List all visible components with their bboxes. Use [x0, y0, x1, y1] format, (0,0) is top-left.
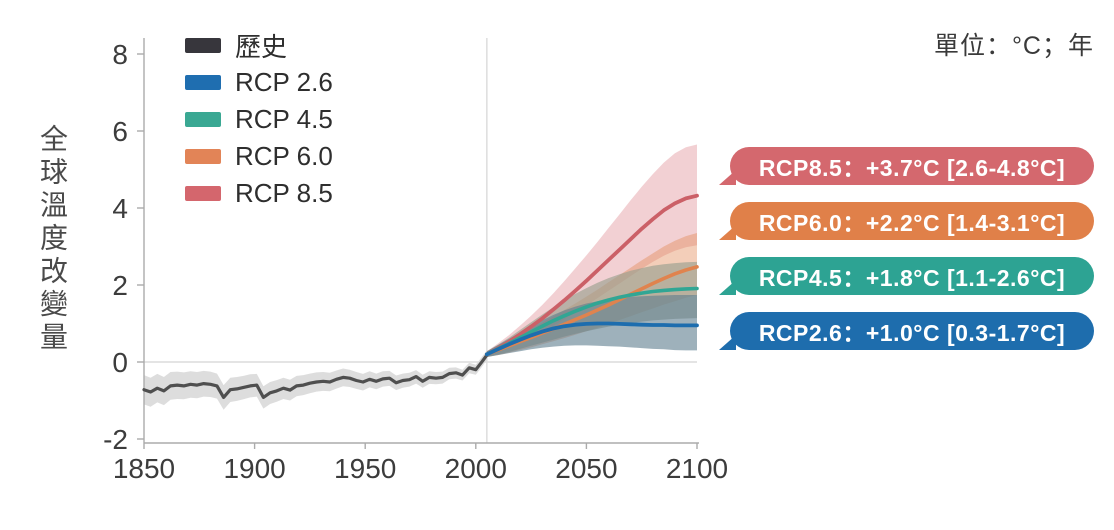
historical-band — [144, 350, 487, 410]
callout-rcp26: RCP2.6：+1.0°C [0.3-1.7°C] — [719, 312, 1094, 350]
legend-label: RCP 2.6 — [235, 67, 333, 97]
x-tick-label: 1850 — [113, 453, 175, 484]
y-tick-label: 0 — [112, 347, 128, 378]
legend-item-rcp60: RCP 6.0 — [185, 138, 333, 175]
legend: 歷史 RCP 2.6 RCP 4.5 RCP 6.0 RCP 8.5 — [185, 27, 333, 212]
callout-rcp85: RCP8.5：+3.7°C [2.6-4.8°C] — [719, 147, 1094, 185]
callout-group: RCP8.5：+3.7°C [2.6-4.8°C] RCP6.0：+2.2°C [… — [719, 147, 1094, 367]
rcp26-line — [485, 321, 699, 357]
y-tick-label: 6 — [112, 116, 128, 147]
legend-label: RCP 6.0 — [235, 141, 333, 171]
legend-swatch-rcp60 — [185, 149, 221, 164]
y-axis-title: 全球溫度改變量 — [37, 124, 68, 355]
y-tick-label: 2 — [112, 270, 128, 301]
y-tick-label: -2 — [103, 424, 128, 455]
legend-swatch-historical — [185, 38, 221, 53]
callout-rcp60: RCP6.0：+2.2°C [1.4-3.1°C] — [719, 202, 1094, 240]
legend-swatch-rcp26 — [185, 75, 221, 90]
callout-label: RCP4.5：+1.8°C [1.1-2.6°C] — [758, 265, 1066, 291]
legend-swatch-rcp45 — [185, 112, 221, 127]
callout-label: RCP2.6：+1.0°C [0.3-1.7°C] — [758, 320, 1066, 346]
rcp85-line — [485, 193, 699, 357]
rcp45-line — [485, 286, 699, 357]
y-tick-label: 4 — [112, 193, 128, 224]
legend-label: RCP 8.5 — [235, 178, 333, 208]
rcp26-band — [486, 295, 697, 357]
callout-label: RCP8.5：+3.7°C [2.6-4.8°C] — [758, 155, 1066, 181]
y-tick-label: 8 — [112, 39, 128, 70]
rcp85-band — [486, 144, 697, 357]
legend-label: 歷史 — [235, 32, 288, 62]
legend-swatch-rcp85 — [185, 186, 221, 201]
x-tick-label: 2050 — [555, 453, 617, 484]
legend-label: RCP 4.5 — [235, 104, 333, 134]
unit-label: 單位：°C；年 — [933, 32, 1094, 60]
callout-label: RCP6.0：+2.2°C [1.4-3.1°C] — [758, 210, 1066, 236]
x-tick-label: 1900 — [223, 453, 285, 484]
callout-rcp45: RCP4.5：+1.8°C [1.1-2.6°C] — [719, 257, 1094, 295]
legend-item-rcp26: RCP 2.6 — [185, 64, 333, 101]
x-tick-label: 1950 — [334, 453, 396, 484]
legend-item-historical: 歷史 — [185, 27, 333, 64]
x-tick-label: 2000 — [445, 453, 507, 484]
legend-item-rcp45: RCP 4.5 — [185, 101, 333, 138]
historical-line — [142, 353, 489, 399]
x-tick-label: 2100 — [666, 453, 728, 484]
legend-item-rcp85: RCP 8.5 — [185, 175, 333, 212]
